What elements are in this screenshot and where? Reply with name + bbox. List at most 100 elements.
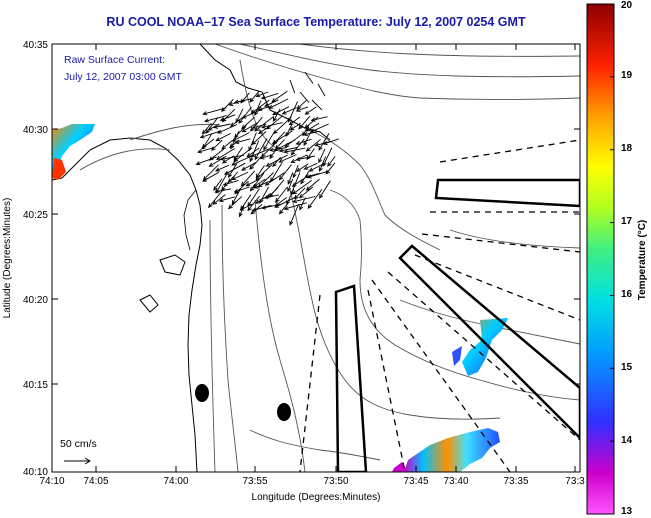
current-vector-head (213, 186, 218, 191)
current-vector (291, 138, 305, 156)
current-vector (291, 154, 308, 163)
current-vector-head (208, 162, 214, 167)
current-vector-head (272, 162, 277, 168)
current-vector (306, 122, 320, 132)
figure-title: RU COOL NOAA–17 Sea Surface Temperature:… (106, 15, 526, 29)
current-vector-head (258, 129, 263, 134)
current-vector (234, 180, 249, 195)
current-vector (242, 122, 258, 133)
current-vector (232, 132, 250, 142)
station-marker (277, 403, 291, 421)
current-vector (211, 139, 223, 151)
current-vector-head (289, 126, 295, 131)
current-vector (221, 98, 234, 112)
current-vector (304, 162, 318, 170)
current-vector (214, 123, 231, 128)
current-vector-head (255, 93, 261, 98)
current-vector-head (221, 145, 227, 150)
current-vector (262, 122, 283, 128)
current-vector (258, 106, 271, 111)
current-vector-head (272, 111, 278, 116)
current-vector (252, 178, 266, 188)
current-vector (233, 147, 253, 162)
current-vector (305, 106, 317, 115)
current-vector-head (278, 175, 284, 181)
current-vector-head (264, 102, 269, 107)
current-vector (202, 133, 213, 148)
current-vector (250, 148, 271, 157)
current-vector (292, 164, 299, 178)
current-vector (247, 195, 261, 211)
current-vector-head (295, 157, 301, 162)
current-vector-head (215, 137, 221, 142)
current-vector-head (201, 129, 207, 135)
current-vector (231, 154, 254, 166)
colorbar-tick-label: 18 (621, 143, 633, 154)
current-vector (234, 186, 250, 193)
current-vector-head (318, 145, 323, 151)
current-vector (254, 138, 268, 160)
current-vector (224, 162, 246, 175)
current-vector (296, 100, 307, 110)
current-vector-head (292, 198, 298, 204)
current-vector (271, 90, 288, 103)
colorbar-tick-label: 20 (621, 0, 633, 11)
current-vector-head (304, 110, 310, 115)
current-vector (231, 171, 249, 181)
current-vector-head (253, 184, 259, 189)
current-vector (279, 203, 289, 214)
current-vector (317, 83, 326, 97)
current-vector-head (288, 120, 294, 126)
current-label-line1: Raw Surface Current: (64, 54, 165, 66)
x-axis-ticks: 74:10 74:05 74:00 73:55 73:50 73:45 73:4… (39, 476, 585, 487)
current-vector (304, 71, 314, 84)
current-vector-head (213, 124, 219, 129)
current-vector-head (306, 174, 312, 179)
current-vector (241, 116, 255, 129)
current-vector-head (292, 173, 297, 179)
current-vector-head (263, 195, 269, 200)
current-vector (264, 99, 279, 107)
current-vector-head (295, 140, 301, 146)
current-vector (272, 130, 293, 144)
colorbar-tick-label: 19 (621, 70, 633, 81)
current-vector (201, 138, 215, 150)
current-vector-head (287, 117, 292, 123)
current-vector-head (257, 183, 263, 188)
current-vector-head (255, 199, 260, 204)
current-vector (251, 99, 270, 114)
current-vector (263, 131, 275, 150)
current-vector-head (285, 132, 290, 138)
colorbar-ticks: 20 19 18 17 16 15 14 13 (621, 0, 633, 517)
colorbar-tick-label: 17 (621, 216, 633, 227)
plot-frame (51, 43, 581, 473)
current-vector-head (287, 186, 292, 192)
current-vector-head (216, 155, 221, 160)
current-vector (216, 148, 235, 160)
current-vector-head (300, 179, 305, 185)
current-vector-head (299, 205, 304, 211)
current-vector-head (199, 134, 205, 139)
current-vector (197, 147, 215, 153)
current-vector-head (278, 148, 284, 153)
current-vector-head (231, 161, 237, 166)
current-vector (310, 123, 329, 133)
current-vector (305, 172, 320, 178)
current-vector-head (292, 190, 298, 195)
current-vector (279, 164, 292, 180)
current-vector (287, 178, 294, 192)
current-vector (307, 170, 330, 178)
current-vector-head (240, 98, 245, 104)
current-vector-head (228, 101, 234, 107)
current-vector-head (283, 206, 289, 211)
current-vector-head (207, 126, 213, 131)
y-tick-label: 40:15 (23, 380, 48, 391)
current-vector-head (202, 111, 208, 116)
current-vector-head (231, 200, 236, 205)
x-tick-label: 73:50 (323, 476, 348, 487)
current-vector-head (212, 200, 218, 205)
current-vector (228, 171, 239, 183)
current-vector-head (241, 128, 247, 133)
current-vector (311, 116, 328, 121)
current-vector (290, 122, 301, 131)
